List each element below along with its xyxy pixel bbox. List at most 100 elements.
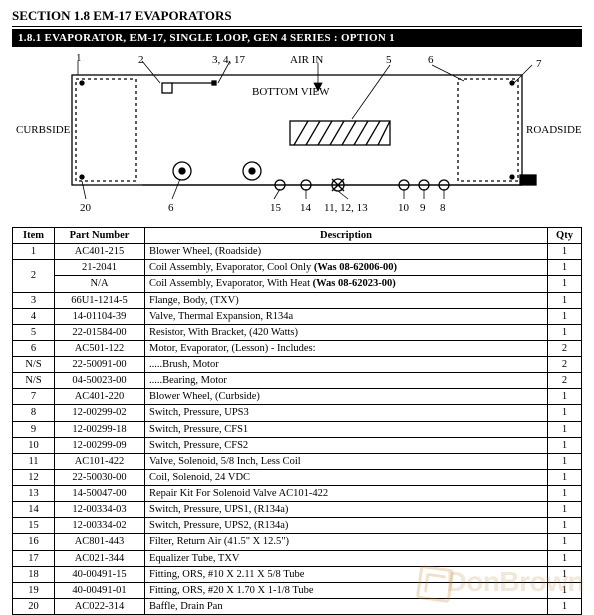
th-qty: Qty (548, 228, 582, 244)
cell-qty: 1 (548, 308, 582, 324)
callout-3417: 3, 4, 17 (212, 54, 246, 66)
cell-description: Fitting, ORS, #20 X 1.70 X 1-1/8 Tube (145, 582, 548, 598)
table-row: 1314-50047-00Repair Kit For Solenoid Val… (13, 486, 582, 502)
cell-item: 9 (13, 421, 55, 437)
diagram-svg: 1 2 3, 4, 17 AIR IN 5 6 7 BOTTOM VIEW CU… (12, 53, 582, 223)
cell-description: Switch, Pressure, UPS3 (145, 405, 548, 421)
callout-20: 20 (80, 202, 92, 214)
th-part-number: Part Number (55, 228, 145, 244)
table-row: 7AC401-220Blower Wheel, (Curbside)1 (13, 389, 582, 405)
cell-part-number: N/A (55, 276, 145, 292)
cell-item: 7 (13, 389, 55, 405)
callout-6: 6 (428, 54, 434, 66)
cell-part-number: 22-50030-00 (55, 469, 145, 485)
table-row: 16AC801-443Filter, Return Air (41.5" X 1… (13, 534, 582, 550)
cell-part-number: 12-00299-18 (55, 421, 145, 437)
table-row: 1512-00334-02Switch, Pressure, UPS2, (R1… (13, 518, 582, 534)
cell-qty: 1 (548, 566, 582, 582)
cell-description: Blower Wheel, (Curbside) (145, 389, 548, 405)
label-air-in: AIR IN (290, 54, 323, 66)
callout-15: 15 (270, 202, 282, 214)
table-row: 522-01584-00Resistor, With Bracket, (420… (13, 324, 582, 340)
table-row: 1940-00491-01Fitting, ORS, #20 X 1.70 X … (13, 582, 582, 598)
th-item: Item (13, 228, 55, 244)
callout-2: 2 (138, 54, 144, 66)
callout-6b: 6 (168, 202, 174, 214)
cell-item: 5 (13, 324, 55, 340)
cell-description: Valve, Solenoid, 5/8 Inch, Less Coil (145, 453, 548, 469)
cell-qty: 1 (548, 453, 582, 469)
cell-description: .....Bearing, Motor (145, 373, 548, 389)
callout-7: 7 (536, 58, 542, 70)
cell-qty: 2 (548, 340, 582, 356)
subsection-header: 1.8.1 EVAPORATOR, EM-17, SINGLE LOOP, GE… (12, 29, 582, 47)
cell-part-number: 22-50091-00 (55, 357, 145, 373)
cell-item: 4 (13, 308, 55, 324)
cell-qty: 1 (548, 550, 582, 566)
table-header-row: Item Part Number Description Qty (13, 228, 582, 244)
section-header: SECTION 1.8 EM-17 EVAPORATORS (12, 8, 582, 27)
cell-part-number: 04-50023-00 (55, 373, 145, 389)
cell-part-number: 12-00299-09 (55, 437, 145, 453)
cell-item: 19 (13, 582, 55, 598)
table-row: N/ACoil Assembly, Evaporator, With Heat … (13, 276, 582, 292)
evaporator-diagram: 1 2 3, 4, 17 AIR IN 5 6 7 BOTTOM VIEW CU… (12, 53, 582, 223)
cell-qty: 2 (548, 373, 582, 389)
cell-description: .....Brush, Motor (145, 357, 548, 373)
cell-item: 6 (13, 340, 55, 356)
cell-description: Motor, Evaporator, (Lesson) - Includes: (145, 340, 548, 356)
callout-14: 14 (300, 202, 312, 214)
cell-item: N/S (13, 357, 55, 373)
cell-description: Switch, Pressure, UPS2, (R134a) (145, 518, 548, 534)
cell-item: 17 (13, 550, 55, 566)
cell-qty: 1 (548, 405, 582, 421)
cell-part-number: 40-00491-15 (55, 566, 145, 582)
table-row: 812-00299-02Switch, Pressure, UPS31 (13, 405, 582, 421)
cell-description: Coil Assembly, Evaporator, Cool Only (Wa… (145, 260, 548, 276)
table-row: 11AC101-422Valve, Solenoid, 5/8 Inch, Le… (13, 453, 582, 469)
cell-part-number: 14-01104-39 (55, 308, 145, 324)
label-roadside: ROADSIDE (526, 124, 582, 136)
cell-part-number: AC101-422 (55, 453, 145, 469)
callout-1: 1 (76, 53, 82, 64)
callout-9: 9 (420, 202, 426, 214)
cell-qty: 1 (548, 421, 582, 437)
table-row: 17AC021-344Equalizer Tube, TXV1 (13, 550, 582, 566)
cell-qty: 1 (548, 389, 582, 405)
cell-item: 2 (13, 260, 55, 292)
cell-part-number: AC401-220 (55, 389, 145, 405)
cell-description: Coil Assembly, Evaporator, With Heat (Wa… (145, 276, 548, 292)
cell-qty: 1 (548, 518, 582, 534)
cell-description: Resistor, With Bracket, (420 Watts) (145, 324, 548, 340)
cell-part-number: AC801-443 (55, 534, 145, 550)
cell-part-number: 12-00299-02 (55, 405, 145, 421)
cell-part-number: AC401-215 (55, 244, 145, 260)
cell-part-number: 40-00491-01 (55, 582, 145, 598)
cell-item: 16 (13, 534, 55, 550)
table-row: 6AC501-122Motor, Evaporator, (Lesson) - … (13, 340, 582, 356)
cell-item: 1 (13, 244, 55, 260)
cell-item: 11 (13, 453, 55, 469)
cell-qty: 1 (548, 437, 582, 453)
table-row: 221-2041Coil Assembly, Evaporator, Cool … (13, 260, 582, 276)
callout-10: 10 (398, 202, 410, 214)
cell-part-number: AC021-344 (55, 550, 145, 566)
cell-part-number: 22-01584-00 (55, 324, 145, 340)
cell-item: 8 (13, 405, 55, 421)
cell-part-number: AC501-122 (55, 340, 145, 356)
cell-part-number: 14-50047-00 (55, 486, 145, 502)
cell-description: Baffle, Drain Pan (145, 598, 548, 614)
cell-item: 15 (13, 518, 55, 534)
table-row: 20AC022-314Baffle, Drain Pan1 (13, 598, 582, 614)
cell-description: Valve, Thermal Expansion, R134a (145, 308, 548, 324)
table-row: 1412-00334-03Switch, Pressure, UPS1, (R1… (13, 502, 582, 518)
table-row: 366U1-1214-5Flange, Body, (TXV)1 (13, 292, 582, 308)
cell-description: Switch, Pressure, CFS2 (145, 437, 548, 453)
cell-item: 3 (13, 292, 55, 308)
cell-description: Switch, Pressure, UPS1, (R134a) (145, 502, 548, 518)
table-row: 1012-00299-09Switch, Pressure, CFS21 (13, 437, 582, 453)
cell-item: 10 (13, 437, 55, 453)
cell-item: 18 (13, 566, 55, 582)
cell-qty: 1 (548, 324, 582, 340)
parts-table: Item Part Number Description Qty 1AC401-… (12, 227, 582, 615)
